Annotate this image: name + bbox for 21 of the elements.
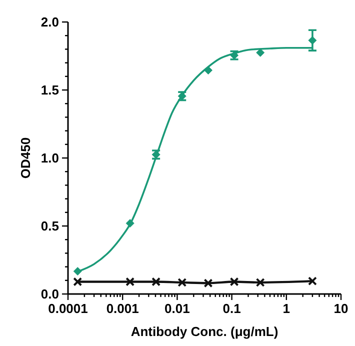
- point: [178, 278, 187, 287]
- y-tick-label: 1.5: [40, 82, 59, 98]
- point: [204, 278, 213, 288]
- point: [204, 66, 212, 75]
- y-tick-label: 0.5: [40, 218, 59, 234]
- y-tick-label: 1.0: [40, 150, 59, 166]
- x-axis-title: Antibody Conc. (μg/mL): [130, 324, 278, 339]
- point: [152, 277, 161, 286]
- point: [126, 277, 135, 286]
- y-axis-title: OD450: [18, 137, 33, 179]
- x-tick-label: 0.1: [222, 301, 241, 316]
- point: [256, 278, 265, 287]
- x-tick-label: 1: [282, 301, 290, 316]
- point: [230, 277, 239, 286]
- x-tick-label: 10: [334, 301, 348, 316]
- y-tick-label: 0.0: [40, 286, 59, 302]
- x-tick-label: 0.001: [106, 301, 139, 316]
- x-tick-label: 0.01: [164, 301, 190, 316]
- x-tick-label: 0.0001: [48, 301, 88, 316]
- y-tick-label: 2.0: [40, 14, 59, 30]
- point: [126, 219, 134, 228]
